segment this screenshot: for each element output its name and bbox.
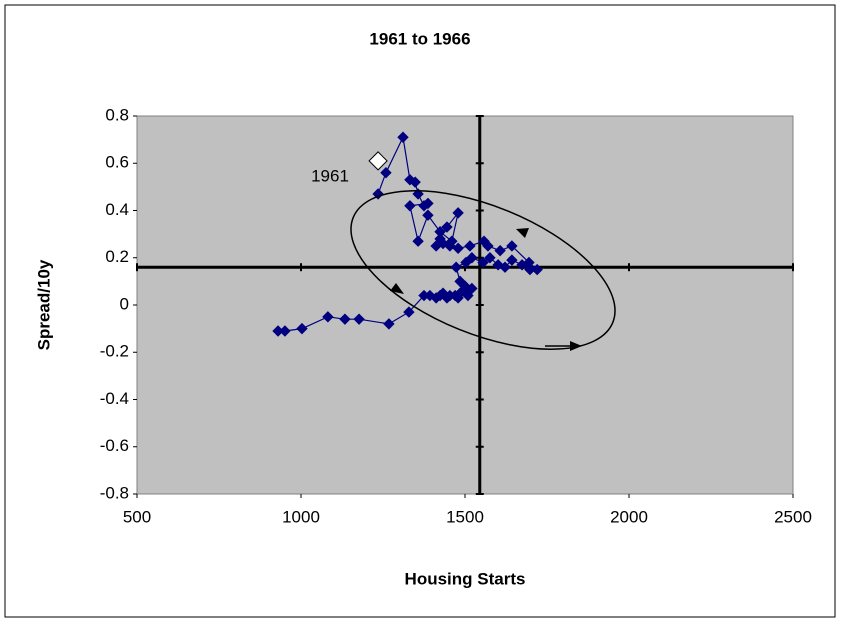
point xyxy=(494,244,506,257)
point xyxy=(434,233,446,245)
y-tick-label: -0.6 xyxy=(100,436,129,455)
y-tick-label: 0 xyxy=(120,294,129,313)
point xyxy=(404,174,416,186)
point xyxy=(422,209,434,221)
y-tick-label: 0.2 xyxy=(105,247,129,266)
chart-title: 1961 to 1966 xyxy=(369,29,470,48)
point xyxy=(464,240,476,252)
x-tick-label: 2000 xyxy=(610,507,648,526)
point xyxy=(418,200,430,212)
point xyxy=(452,207,464,219)
point xyxy=(441,221,453,233)
point xyxy=(372,188,384,200)
y-tick-label: -0.8 xyxy=(100,483,129,502)
point xyxy=(383,318,395,330)
x-tick-label: 2500 xyxy=(774,507,812,526)
y-tick-label: 0.8 xyxy=(105,105,129,124)
annotation: 1961 xyxy=(311,166,349,185)
point xyxy=(430,240,442,252)
arrow-head xyxy=(570,341,582,351)
point xyxy=(506,254,518,266)
point xyxy=(339,313,351,325)
point xyxy=(403,306,415,318)
point xyxy=(506,240,518,252)
point xyxy=(499,261,511,273)
point xyxy=(523,256,535,269)
point xyxy=(397,131,409,143)
y-tick-label: 0.4 xyxy=(105,200,129,219)
point xyxy=(484,252,496,264)
point xyxy=(454,275,466,288)
cycle-ellipse xyxy=(350,190,616,350)
point xyxy=(434,226,446,238)
crosshair xyxy=(136,115,794,495)
x-axis-title: Housing Starts xyxy=(405,569,526,588)
data-layer xyxy=(272,131,543,337)
point xyxy=(412,235,424,247)
point xyxy=(322,311,334,323)
point xyxy=(446,235,458,247)
point xyxy=(466,252,478,264)
point xyxy=(478,235,490,247)
point xyxy=(450,261,462,273)
point xyxy=(404,200,416,212)
point xyxy=(380,166,392,179)
x-tick-label: 500 xyxy=(123,507,151,526)
point xyxy=(477,256,489,269)
plot-area xyxy=(136,115,794,495)
x-tick-label: 1500 xyxy=(446,507,484,526)
point xyxy=(296,322,308,335)
y-tick-label: -0.4 xyxy=(100,389,129,408)
highlight-point xyxy=(368,151,388,171)
arrow-head xyxy=(516,228,529,238)
arrow-head xyxy=(390,283,404,294)
y-axis-title: Spread/10y xyxy=(34,259,53,350)
point xyxy=(462,289,474,302)
point xyxy=(279,325,291,337)
point xyxy=(353,313,365,325)
x-tick-label: 1000 xyxy=(282,507,320,526)
y-tick-label: -0.2 xyxy=(100,342,129,361)
y-tick-label: 0.6 xyxy=(105,153,129,172)
point xyxy=(531,263,543,276)
